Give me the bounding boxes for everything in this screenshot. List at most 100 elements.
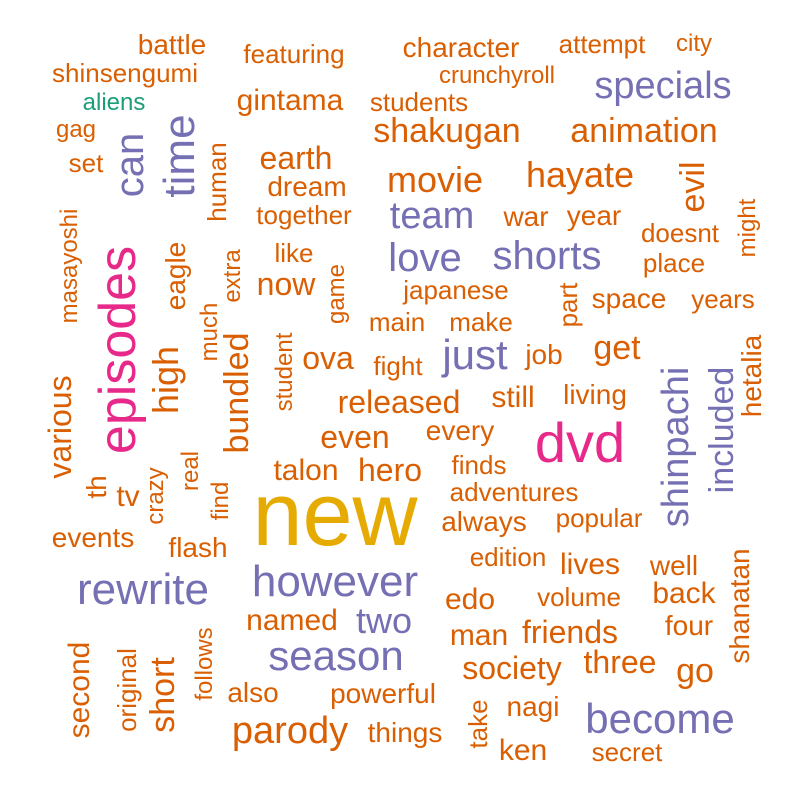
word-flash: flash — [168, 532, 228, 563]
word-adventures: adventures — [449, 477, 579, 507]
word-evil: evil — [674, 161, 712, 213]
word-specials: specials — [594, 65, 732, 107]
word-battle: battle — [137, 29, 207, 60]
word-bundled: bundled — [218, 332, 256, 454]
word-always: always — [441, 506, 527, 537]
word-attempt: attempt — [558, 29, 646, 59]
word-rewrite: rewrite — [76, 565, 210, 614]
word-take: take — [463, 699, 493, 749]
word-earth: earth — [259, 140, 333, 176]
word-might: might — [734, 198, 761, 258]
word-things: things — [367, 717, 443, 748]
word-back: back — [652, 577, 716, 610]
word-japanese: japanese — [403, 275, 509, 305]
word-find: find — [207, 481, 234, 521]
word-now: now — [256, 266, 316, 302]
word-war: war — [503, 201, 549, 232]
word-high: high — [145, 345, 186, 415]
word-episodes: episodes — [89, 245, 147, 455]
word-two: two — [355, 600, 413, 641]
word-together: together — [256, 200, 352, 230]
word-hetalia: hetalia — [736, 334, 767, 418]
word-can: can — [108, 132, 152, 198]
word-well: well — [649, 550, 699, 581]
word-however: however — [251, 557, 419, 606]
word-shanatan: shanatan — [724, 548, 755, 664]
word-edo: edo — [444, 583, 496, 616]
word-set: set — [68, 148, 104, 178]
word-shinsengumi: shinsengumi — [52, 58, 198, 88]
word-season: season — [268, 632, 404, 679]
word-animation: animation — [570, 112, 718, 150]
word-hayate: hayate — [525, 154, 635, 195]
word-volume: volume — [537, 582, 621, 612]
word-time: time — [155, 114, 204, 198]
word-team: team — [389, 195, 475, 237]
word-movie: movie — [386, 159, 484, 200]
word-four: four — [664, 610, 714, 641]
word-also: also — [227, 677, 279, 708]
word-living: living — [563, 379, 627, 410]
word-city: city — [676, 30, 712, 57]
word-part: part — [553, 282, 583, 328]
word-included: included — [703, 366, 741, 494]
word-human: human — [202, 142, 232, 222]
word-shakugan: shakugan — [373, 112, 521, 150]
word-th: th — [81, 475, 112, 499]
word-crazy: crazy — [142, 467, 169, 525]
word-space: space — [591, 283, 667, 314]
word-short: short — [144, 657, 182, 733]
word-dream: dream — [267, 171, 347, 202]
word-lives: lives — [559, 548, 621, 581]
word-ova: ova — [302, 340, 354, 376]
word-talon: talon — [273, 454, 339, 487]
word-masayoshi: masayoshi — [56, 208, 83, 324]
word-dvd: dvd — [534, 411, 626, 474]
word-go: go — [676, 652, 714, 690]
word-hero: hero — [357, 452, 423, 488]
word-become: become — [585, 695, 735, 742]
word-secret: secret — [591, 737, 663, 767]
word-aliens: aliens — [82, 89, 146, 116]
word-student: student — [271, 332, 298, 412]
word-students: students — [369, 87, 469, 117]
word-eagle: eagle — [160, 241, 191, 311]
word-finds: finds — [451, 450, 507, 480]
word-even: even — [320, 419, 390, 455]
word-shorts: shorts — [492, 234, 602, 278]
word-main: main — [368, 307, 426, 337]
word-extra: extra — [219, 249, 246, 303]
word-every: every — [425, 415, 495, 446]
word-get: get — [593, 329, 641, 367]
word-named: named — [246, 604, 338, 637]
word-society: society — [462, 650, 562, 686]
word-released: released — [337, 384, 461, 420]
word-various: various — [42, 375, 78, 479]
word-still: still — [491, 381, 535, 414]
word-shinpachi: shinpachi — [655, 366, 697, 528]
word-crunchyroll: crunchyroll — [438, 62, 556, 89]
word-love: love — [388, 236, 462, 280]
word-years: years — [691, 284, 755, 314]
word-three: three — [583, 644, 657, 680]
word-follows: follows — [191, 627, 218, 701]
word-events: events — [51, 522, 135, 553]
word-parody: parody — [231, 710, 349, 752]
word-make: make — [449, 307, 513, 337]
word-year: year — [566, 200, 622, 231]
word-like: like — [274, 238, 314, 268]
word-powerful: powerful — [330, 678, 436, 709]
word-popular: popular — [555, 503, 643, 533]
word-new: new — [252, 465, 418, 565]
word-character: character — [402, 32, 520, 63]
word-edition: edition — [469, 542, 547, 572]
word-fight: fight — [373, 351, 423, 381]
word-ken: ken — [498, 734, 548, 767]
word-nagi: nagi — [506, 691, 560, 722]
word-just: just — [442, 331, 508, 378]
word-friends: friends — [521, 614, 619, 650]
word-tv: tv — [116, 480, 140, 513]
word-gag: gag — [55, 116, 97, 143]
word-game: game — [323, 263, 350, 325]
